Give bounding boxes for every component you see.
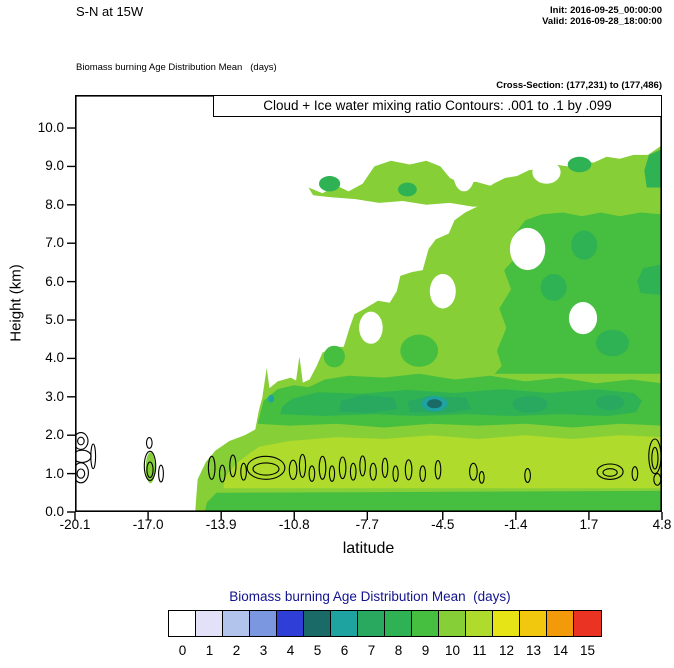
y-tick-label: 9.0	[45, 158, 64, 174]
colorbar-cell	[384, 610, 413, 637]
y-tick-label: 8.0	[45, 196, 64, 212]
colorbar-tick-label: 8	[394, 643, 403, 658]
y-tick-label: 0.0	[45, 504, 64, 519]
colorbar-cell	[357, 610, 386, 637]
y-tick-label: 6.0	[45, 273, 64, 289]
x-tick-label: -7.7	[355, 517, 379, 532]
colorbar-cell	[411, 610, 440, 637]
colorbar-cell	[303, 610, 332, 637]
y-tick-label: 7.0	[45, 235, 64, 251]
colorbar-tick-label: 7	[367, 643, 376, 658]
x-tick-label: -1.4	[504, 517, 528, 532]
x-tick-label: -17.0	[132, 517, 164, 532]
colorbar-cell	[546, 610, 575, 637]
colorbar-tick-label: 15	[579, 643, 596, 658]
x-axis-label: latitude	[342, 540, 395, 557]
y-tick-label: 4.0	[45, 350, 64, 366]
colorbar-cell	[168, 610, 197, 637]
colorbar-cell	[222, 610, 251, 637]
colorbar-tick-label: 13	[525, 643, 542, 658]
colorbar-tick-label: 12	[498, 643, 515, 658]
colorbar-cell	[492, 610, 521, 637]
colorbar-tick-label: 4	[286, 643, 295, 658]
x-tick-label: 1.7	[579, 517, 599, 532]
colorbar-tick-label: 6	[340, 643, 349, 658]
x-tick-label: 4.8	[652, 517, 672, 532]
y-tick-label: 3.0	[45, 388, 64, 404]
colorbar-cell	[249, 610, 278, 637]
colorbar-cell	[330, 610, 359, 637]
colorbar-cell	[573, 610, 602, 637]
x-tick-label: -20.1	[59, 517, 91, 532]
x-tick-label: -13.9	[205, 517, 237, 532]
y-tick-label: 10.0	[37, 120, 64, 136]
x-tick-label: -4.5	[431, 517, 455, 532]
page-title: S-N at 15W	[76, 4, 144, 19]
cross-section-label: Cross-Section: (177,231) to (177,486)	[496, 80, 662, 91]
subtitle-field-variable: Biomass burning Age Distribution Mean (d…	[76, 62, 277, 73]
y-tick-label: 2.0	[45, 427, 64, 443]
colorbar-tick-label: 3	[259, 643, 268, 658]
colorbar-cell	[276, 610, 305, 637]
colorbar-tick-label: 10	[444, 643, 461, 658]
valid-time: Valid: 2016-09-28_18:00:00	[542, 16, 662, 27]
colorbar-tick-label: 1	[205, 643, 214, 658]
init-time: Init: 2016-09-25_00:00:00	[550, 5, 662, 16]
colorbar-cell	[465, 610, 494, 637]
colorbar-tick-label: 11	[472, 643, 487, 658]
colorbar-cell	[195, 610, 224, 637]
colorbar	[168, 610, 602, 637]
colorbar-cell	[438, 610, 467, 637]
y-tick-label: 5.0	[45, 312, 64, 327]
y-tick-label: 1.0	[45, 465, 64, 481]
contour-info-box: Cloud + Ice water mixing ratio Contours:…	[213, 95, 662, 117]
colorbar-tick-label: 5	[313, 643, 322, 658]
colorbar-cell	[519, 610, 548, 637]
colorbar-title: Biomass burning Age Distribution Mean (d…	[229, 589, 511, 604]
contour-info-text: Cloud + Ice water mixing ratio Contours:…	[263, 98, 612, 113]
x-tick-label: -10.8	[278, 517, 310, 532]
colorbar-tick-label: 2	[232, 643, 241, 658]
colorbar-tick-label: 14	[552, 643, 569, 658]
colorbar-tick-label: 0	[178, 643, 187, 658]
run-times: Init: 2016-09-25_00:00:00 Valid: 2016-09…	[542, 5, 662, 27]
colorbar-tick-label: 9	[421, 643, 430, 658]
